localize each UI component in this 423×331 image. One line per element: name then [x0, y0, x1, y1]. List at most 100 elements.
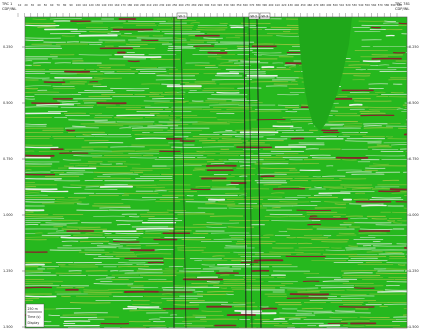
time-tick-label: 0.250 [409, 45, 419, 49]
top-tick-label: 190 [134, 3, 139, 7]
top-tick-label: 440 [294, 3, 299, 7]
left-time-axis: 0.250 0.500 0.750 1.000 1.250 1.500 [3, 45, 25, 329]
top-tick-label: 540 [359, 3, 364, 7]
top-tick-label: 200 [140, 3, 145, 7]
top-tick-label: 460 [307, 3, 312, 7]
seismic-section[interactable]: W-1 W-2 W-3 [24, 12, 423, 329]
top-tick-label: 110 [82, 3, 87, 7]
well-tag-2[interactable] [248, 12, 260, 20]
well-line-3 [243, 16, 247, 329]
left-label-1: TRC 1 [1, 2, 12, 6]
time-tick-label: 1.500 [409, 325, 419, 329]
top-tick-label: 220 [153, 3, 158, 7]
time-tick-label: 1.250 [3, 269, 13, 273]
top-tick-label: 550 [365, 3, 370, 7]
top-tick-label: 140 [102, 3, 107, 7]
top-tick-label: 520 [346, 3, 351, 7]
top-tick-label: 30 [31, 3, 35, 7]
time-tick-label: 0.500 [3, 101, 13, 105]
top-tick-label: 10 [18, 3, 22, 7]
top-tick-label: 50 [44, 3, 48, 7]
gas-chimney-zone [298, 17, 352, 131]
time-tick-label: 0.750 [3, 157, 13, 161]
top-tick-label: 150 [108, 3, 113, 7]
top-tick-label: 300 [204, 3, 209, 7]
time-tick-label: 0.500 [409, 101, 419, 105]
top-tick-labels: 10 20 30 40 50 60 70 80 90 100 110 120 130 140 150 160 1… [17, 3, 402, 17]
top-tick-label: 370 [249, 3, 254, 7]
reflector-layer [25, 18, 407, 328]
well-tag-3-label: W-3 [262, 15, 269, 19]
top-tick-label: 160 [114, 3, 119, 7]
top-tick-label: 90 [69, 3, 73, 7]
top-tick-label: 230 [159, 3, 164, 7]
top-tick-label: 510 [339, 3, 344, 7]
well-tag-1-label: W-1 [179, 15, 186, 19]
top-tick-label: 390 [262, 3, 267, 7]
time-tick-label: 1.250 [409, 269, 419, 273]
legend-box [25, 303, 45, 328]
top-tick-label: 250 [172, 3, 177, 7]
top-tick-label: 410 [275, 3, 280, 7]
top-tick-label: 360 [243, 3, 248, 7]
well-line-4 [248, 16, 253, 329]
top-tick-label: 240 [166, 3, 171, 7]
top-tick-label: 60 [50, 3, 54, 7]
legend-note: Display [28, 321, 40, 325]
top-tick-label: 380 [256, 3, 261, 7]
top-tick-label: 170 [121, 3, 126, 7]
top-tick-label: 290 [198, 3, 203, 7]
top-tick-label: 350 [236, 3, 241, 7]
top-tick-label: 340 [230, 3, 235, 7]
top-tick-label: 120 [89, 3, 94, 7]
top-tick-label: 320 [217, 3, 222, 7]
top-tick-label: 470 [314, 3, 319, 7]
well-markers: W-1 W-2 W-3 [173, 12, 271, 329]
time-tick-label: 1.000 [409, 213, 419, 217]
well-tag-1[interactable] [176, 12, 188, 20]
well-line-5 [256, 16, 262, 329]
time-tick-label: 0.750 [409, 157, 419, 161]
top-tick-label: 100 [76, 3, 81, 7]
top-tick-label: 590 [391, 3, 396, 7]
well-tag-2-label: W-2 [251, 15, 258, 19]
section-border [24, 16, 408, 329]
right-label-2: CDP/INL [395, 7, 409, 11]
top-tick-label: 480 [320, 3, 325, 7]
well-tag-3[interactable] [259, 12, 271, 20]
top-tick-label: 530 [352, 3, 357, 7]
top-tick-label: 420 [281, 3, 286, 7]
top-tick-label: 80 [63, 3, 67, 7]
top-tick-label: 210 [147, 3, 152, 7]
time-tick-label: 1.000 [3, 213, 13, 217]
top-tick-label: 180 [127, 3, 132, 7]
top-tick-label: 270 [185, 3, 190, 7]
legend-scale: 250 m [28, 307, 38, 311]
top-tick-label: 20 [24, 3, 28, 7]
top-tick-label: 310 [211, 3, 216, 7]
top-tick-label: 500 [333, 3, 338, 7]
top-tick-label: 40 [37, 3, 41, 7]
top-tick-label: 490 [326, 3, 331, 7]
top-tick-label: 70 [57, 3, 61, 7]
top-tick-label: 450 [301, 3, 306, 7]
top-tick-label: 330 [224, 3, 229, 7]
time-tick-label: 0.250 [3, 45, 13, 49]
footer-legend: 250 m Time (s) Display [25, 303, 45, 328]
right-time-axis: 0.250 0.500 0.750 1.000 1.250 1.500 [407, 45, 419, 329]
top-tick-label: 580 [384, 3, 389, 7]
top-tick-label: 430 [288, 3, 293, 7]
top-tick-label: 260 [179, 3, 184, 7]
top-tick-label: 600 [397, 3, 402, 7]
left-label-2: CDP/INL [2, 7, 16, 11]
top-tick-label: 560 [371, 3, 376, 7]
legend-unit: Time (s) [27, 315, 41, 319]
time-tick-label: 1.500 [3, 325, 13, 329]
well-line-2 [180, 16, 187, 329]
top-axis: TRC 1 CDP/INL TRC 781 CDP/INL 10 20 30 40 50… [1, 2, 410, 17]
top-tick-label: 400 [269, 3, 274, 7]
right-label-1: TRC 781 [394, 2, 410, 6]
top-tick-label: 130 [95, 3, 100, 7]
top-tick-label: 280 [191, 3, 196, 7]
